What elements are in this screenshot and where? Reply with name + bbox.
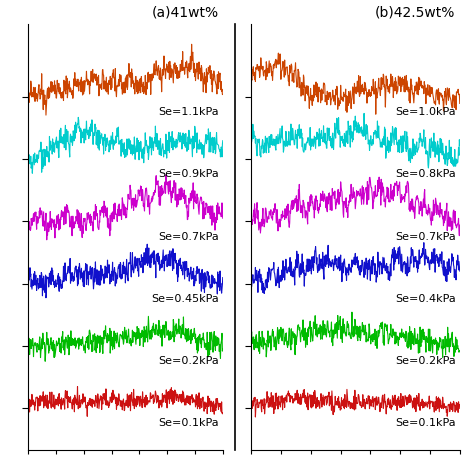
Text: Se=1.0kPa: Se=1.0kPa [395,107,456,118]
Text: Se=0.7kPa: Se=0.7kPa [158,232,219,242]
Text: Se=0.9kPa: Se=0.9kPa [158,170,219,180]
Text: Se=0.7kPa: Se=0.7kPa [395,232,456,242]
Text: Se=0.2kPa: Se=0.2kPa [158,356,219,366]
Text: Se=0.45kPa: Se=0.45kPa [151,294,219,304]
Text: Se=0.4kPa: Se=0.4kPa [395,294,456,304]
Text: Se=0.8kPa: Se=0.8kPa [395,170,456,180]
Text: Se=0.2kPa: Se=0.2kPa [395,356,456,366]
Text: Se=0.1kPa: Se=0.1kPa [158,418,219,428]
Text: Se=1.1kPa: Se=1.1kPa [158,107,219,118]
Text: (b)42.5wt%: (b)42.5wt% [375,5,456,19]
Text: Se=0.1kPa: Se=0.1kPa [395,418,456,428]
Text: (a)41wt%: (a)41wt% [152,5,219,19]
